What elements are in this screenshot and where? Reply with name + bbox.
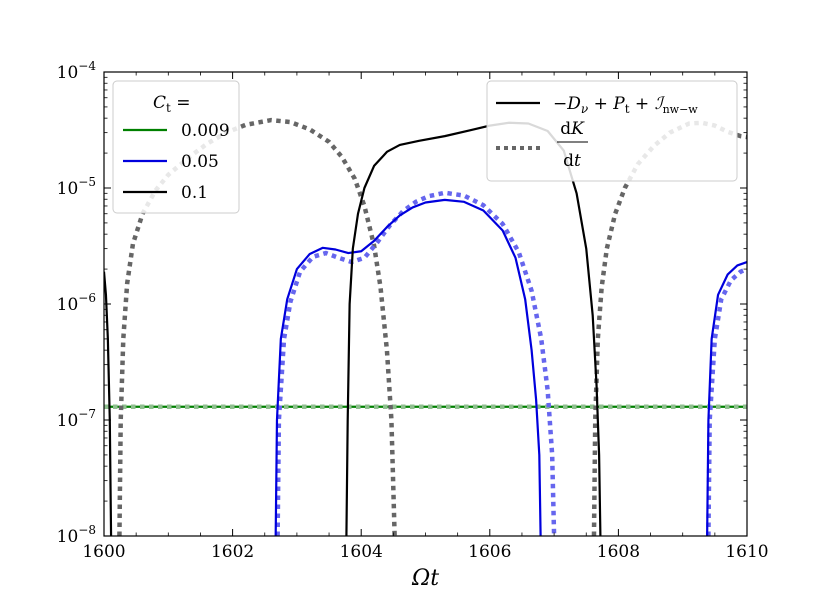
series-ct005-solid-seg1 (706, 261, 747, 536)
x-axis-label: Ωt (411, 566, 439, 591)
x-tick-label: 1602 (211, 542, 254, 562)
legend-ct-title-sub: t (166, 101, 171, 115)
legend-term-dt-d: d (563, 151, 574, 171)
legend-ct-title-suffix: = (171, 93, 191, 113)
x-tick-label: 1604 (340, 542, 383, 562)
series-ct005-dotted-seg0 (275, 190, 557, 536)
y-tick-label: 10−4 (57, 59, 97, 83)
legend-ct: Ct = 0.009 0.05 0.1 (112, 80, 240, 214)
legend-term-t: t (625, 102, 630, 116)
legend-term-plus2: + (630, 94, 655, 114)
legend-terms: −Dν + Pt + ℐnw−w dK dt (486, 80, 738, 182)
legend-term-p: P (612, 94, 625, 114)
series-ct005-solid-seg0 (274, 198, 542, 536)
series-ct01-solid-seg0 (104, 271, 113, 536)
y-tick-label: 10−7 (57, 407, 96, 431)
legend-terms-dk-numerator: dK (560, 119, 585, 139)
legend-ct-title-symbol: C (153, 93, 166, 113)
x-tick-label: 1606 (468, 542, 511, 562)
y-tick-label: 10−5 (57, 175, 96, 199)
legend-terms-box (486, 80, 738, 182)
legend-term-plus1: + (588, 94, 613, 114)
legend-term-dk-d: d (560, 119, 571, 139)
legend-term-d: D (566, 94, 581, 114)
legend-terms-solid-label: −Dν + Pt + ℐnw−w (553, 94, 698, 116)
legend-ct-label-01: 0.1 (181, 183, 208, 203)
legend-term-nww: nw−w (663, 103, 699, 116)
legend-term-minus: − (553, 94, 567, 114)
x-tick-label: 1610 (725, 542, 768, 562)
series-ct005-dotted-seg1 (706, 266, 747, 536)
legend-terms-dk-denominator: dt (563, 151, 581, 171)
legend-term-nu: ν (581, 102, 588, 116)
y-tick-label: 10−8 (57, 523, 96, 547)
series-ct01-solid-seg1 (345, 121, 602, 536)
legend-term-dt-t: t (574, 151, 581, 171)
x-tick-label: 1608 (597, 542, 640, 562)
legend-term-i: ℐ (655, 94, 666, 114)
legend-term-dk-k: K (570, 119, 585, 139)
legend-ct-label-0009: 0.009 (181, 121, 230, 141)
legend-ct-box (112, 80, 240, 214)
x-tick-label: 1600 (82, 542, 125, 562)
legend-ct-label-005: 0.05 (181, 152, 219, 172)
legend-ct-title: Ct = (153, 93, 191, 115)
y-tick-label: 10−6 (57, 291, 96, 315)
axis-ticks: 1600 1602 1604 1606 1608 1610 10−8 10−7 10−6 10−5… (57, 59, 769, 562)
